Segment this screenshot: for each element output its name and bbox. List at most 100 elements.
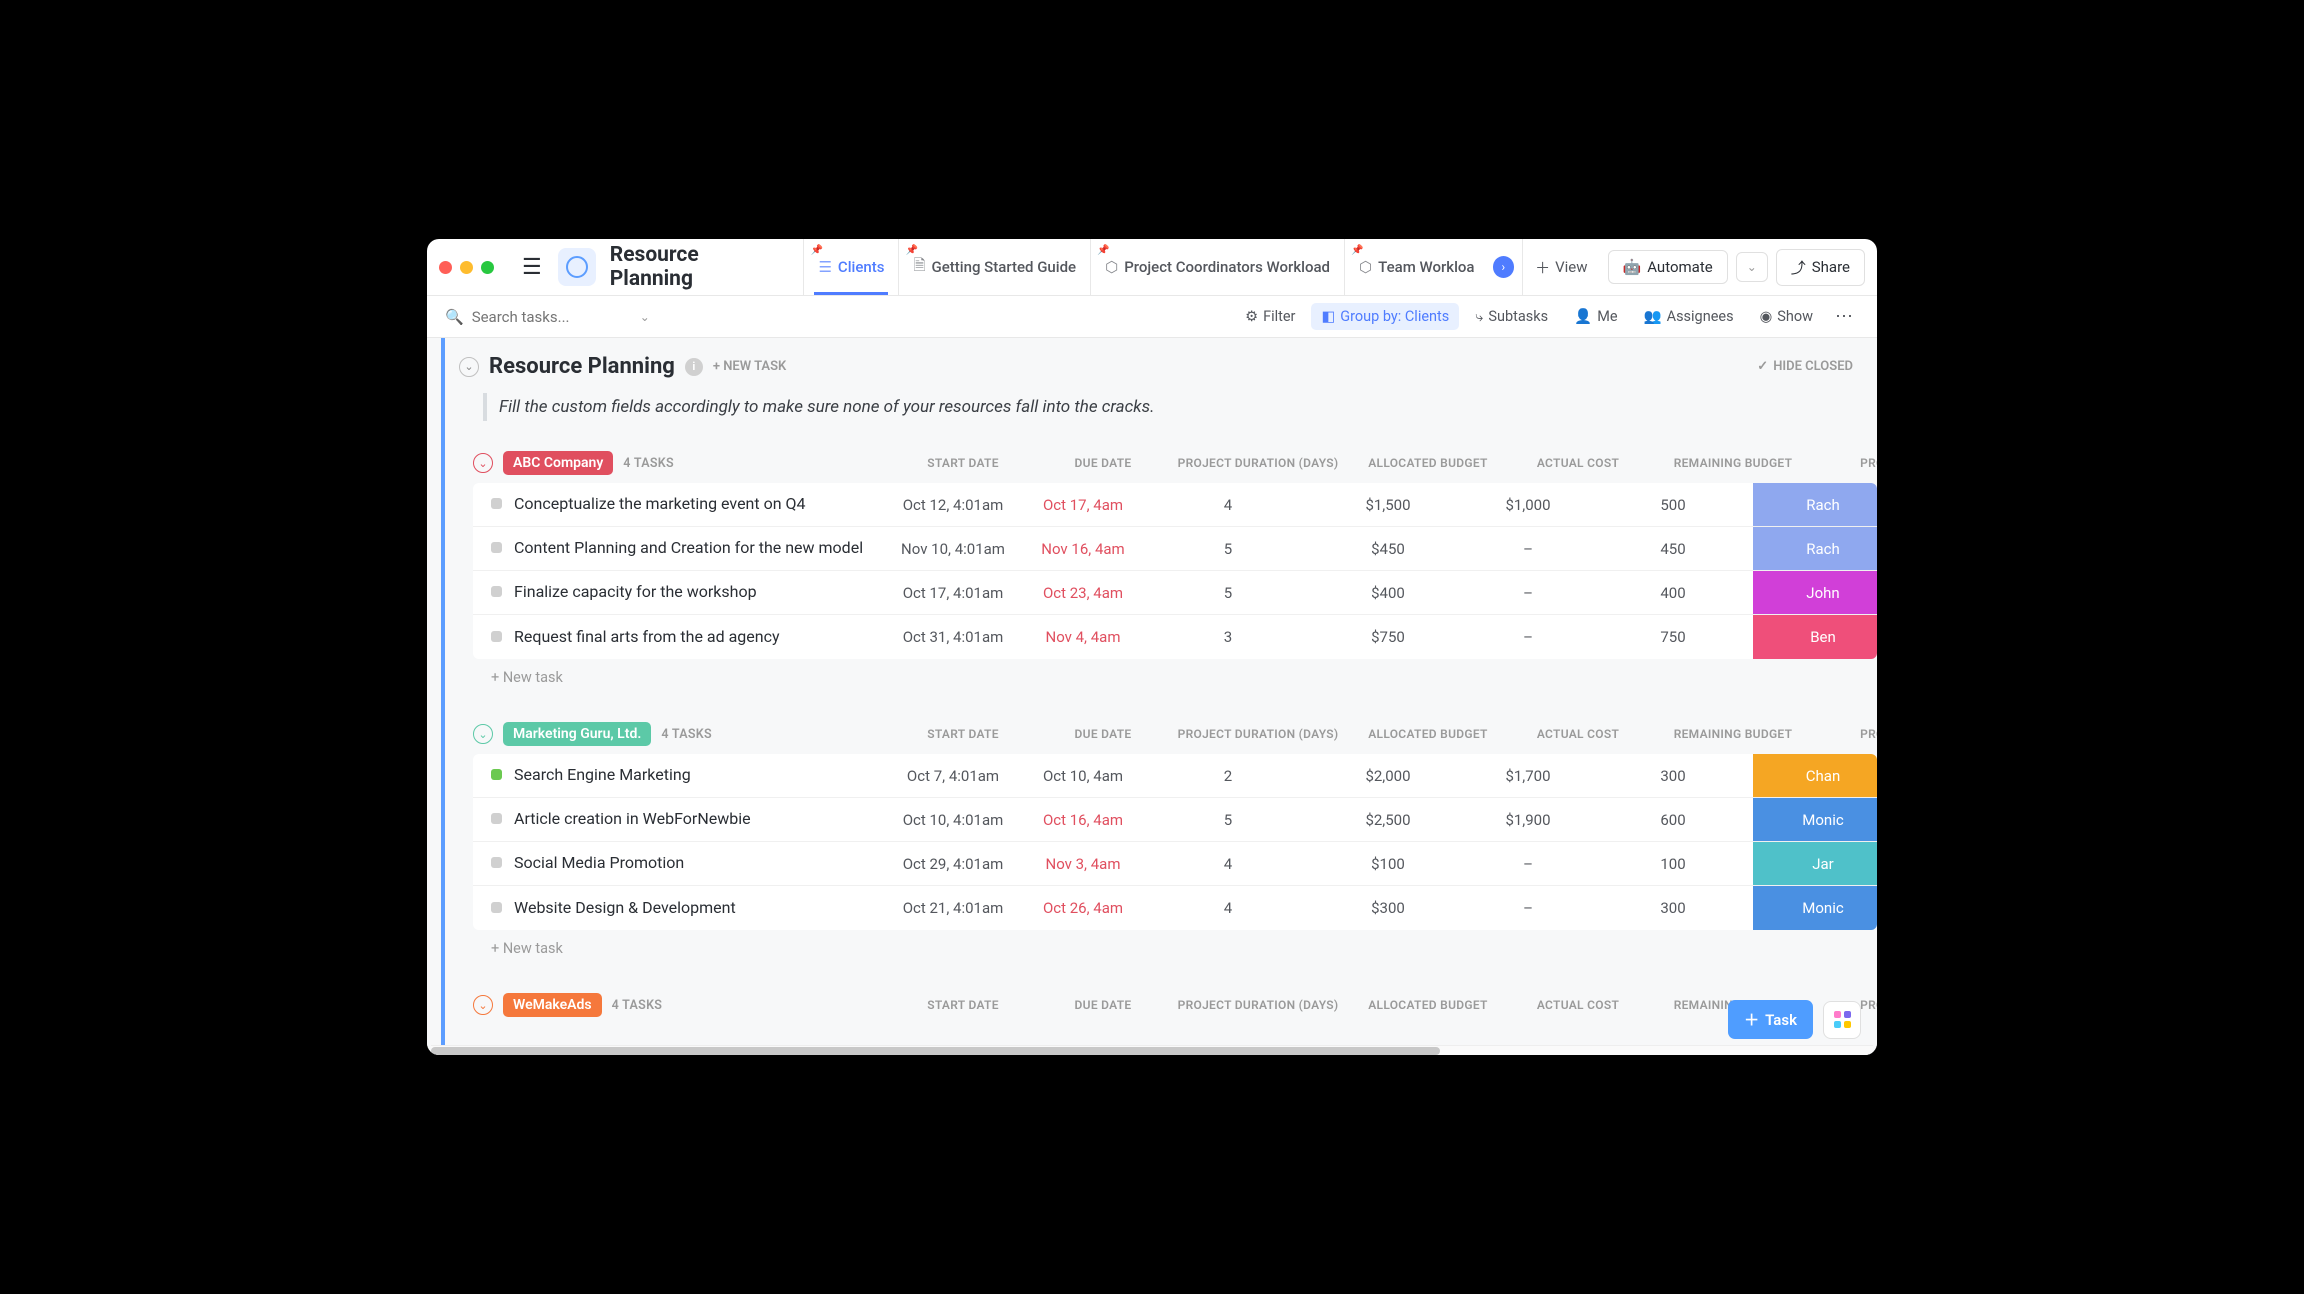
- column-header[interactable]: PROJECT DURATION (DAYS): [1173, 727, 1343, 741]
- budget-cell: $1,500: [1313, 486, 1463, 524]
- column-header[interactable]: ALLOCATED BUDGET: [1353, 998, 1503, 1012]
- app-window: ☰ Resource Planning 📌☰Clients📌🗎Getting S…: [427, 239, 1877, 1055]
- status-indicator[interactable]: [491, 631, 502, 642]
- collapse-section-button[interactable]: ⌄: [459, 357, 479, 377]
- add-task-row[interactable]: + New task: [459, 659, 1877, 696]
- share-button[interactable]: ⤴Share: [1776, 249, 1865, 286]
- app-logo[interactable]: [558, 248, 596, 286]
- show-button[interactable]: ◉Show: [1750, 303, 1823, 330]
- column-header[interactable]: PROJECT DURATION (DAYS): [1173, 998, 1343, 1012]
- create-task-fab[interactable]: ＋Task: [1728, 1000, 1813, 1039]
- column-header[interactable]: REMAINING BUDGET: [1653, 456, 1813, 470]
- group-abc-company: ⌄ ABC Company 4 TASKSSTART DATEDUE DATEP…: [459, 443, 1877, 696]
- menu-icon[interactable]: ☰: [522, 255, 542, 280]
- owner-cell[interactable]: Rach: [1753, 483, 1877, 526]
- tab-project-coordinators-workload[interactable]: 📌⬡Project Coordinators Workload: [1090, 239, 1344, 295]
- status-indicator[interactable]: [491, 769, 502, 780]
- task-row[interactable]: Website Design & Development Oct 21, 4:0…: [473, 886, 1877, 930]
- me-button[interactable]: 👤Me: [1564, 303, 1627, 330]
- column-header[interactable]: START DATE: [893, 456, 1033, 470]
- assignees-button[interactable]: 👥Assignees: [1634, 303, 1744, 330]
- info-icon[interactable]: i: [685, 358, 703, 376]
- column-header[interactable]: PROJECT DURATION (DAYS): [1173, 456, 1343, 470]
- task-row[interactable]: Conceptualize the marketing event on Q4 …: [473, 483, 1877, 527]
- more-options-button[interactable]: ⋯: [1829, 302, 1859, 331]
- task-name: Social Media Promotion: [514, 852, 684, 874]
- filter-button[interactable]: ⚙Filter: [1235, 303, 1305, 330]
- tab-team-workloa[interactable]: 📌⬡Team Workloa: [1344, 239, 1489, 295]
- close-window-button[interactable]: [439, 261, 452, 274]
- collapse-group-button[interactable]: ⌄: [473, 453, 493, 473]
- group-name-pill[interactable]: WeMakeAds: [503, 993, 602, 1017]
- task-row[interactable]: Request final arts from the ad agency Oc…: [473, 615, 1877, 659]
- add-view-button[interactable]: ＋View: [1522, 239, 1599, 295]
- start-date-cell: Oct 29, 4:01am: [883, 845, 1023, 883]
- status-indicator[interactable]: [491, 813, 502, 824]
- owner-cell[interactable]: Chan: [1753, 754, 1877, 797]
- status-indicator[interactable]: [491, 586, 502, 597]
- traffic-lights: [439, 261, 494, 274]
- tab-clients[interactable]: 📌☰Clients: [803, 239, 898, 295]
- start-date-cell: Oct 12, 4:01am: [883, 486, 1023, 524]
- duration-cell: 5: [1143, 530, 1313, 568]
- task-row[interactable]: Social Media Promotion Oct 29, 4:01am No…: [473, 842, 1877, 886]
- status-indicator[interactable]: [491, 542, 502, 553]
- scroll-tabs-right-button[interactable]: ›: [1493, 256, 1515, 278]
- minimize-window-button[interactable]: [460, 261, 473, 274]
- filter-icon: ⚙: [1245, 308, 1258, 325]
- task-row[interactable]: Search Engine Marketing Oct 7, 4:01am Oc…: [473, 754, 1877, 798]
- duration-cell: 4: [1143, 486, 1313, 524]
- column-header[interactable]: ACTUAL COST: [1513, 998, 1643, 1012]
- column-header[interactable]: DUE DATE: [1043, 998, 1163, 1012]
- hide-closed-button[interactable]: ✓HIDE CLOSED: [1757, 359, 1853, 374]
- tab-icon: ⬡: [1105, 258, 1118, 276]
- owner-cell[interactable]: John: [1753, 571, 1877, 614]
- tab-getting-started-guide[interactable]: 📌🗎Getting Started Guide: [898, 239, 1090, 295]
- column-header[interactable]: DUE DATE: [1043, 727, 1163, 741]
- task-name: Request final arts from the ad agency: [514, 626, 780, 648]
- column-header[interactable]: START DATE: [893, 998, 1033, 1012]
- titlebar: ☰ Resource Planning 📌☰Clients📌🗎Getting S…: [427, 239, 1877, 296]
- duration-cell: 5: [1143, 574, 1313, 612]
- column-header[interactable]: DUE DATE: [1043, 456, 1163, 470]
- column-header[interactable]: PROJECT O: [1823, 727, 1877, 741]
- column-header[interactable]: ACTUAL COST: [1513, 727, 1643, 741]
- new-task-button[interactable]: + NEW TASK: [713, 359, 786, 374]
- task-row[interactable]: Finalize capacity for the workshop Oct 1…: [473, 571, 1877, 615]
- group-name-pill[interactable]: Marketing Guru, Ltd.: [503, 722, 651, 746]
- task-row[interactable]: Article creation in WebForNewbie Oct 10,…: [473, 798, 1877, 842]
- owner-cell[interactable]: Ben: [1753, 615, 1877, 659]
- search-dropdown-icon[interactable]: ⌄: [640, 310, 650, 324]
- horizontal-scrollbar[interactable]: [431, 1045, 1873, 1055]
- task-name: Website Design & Development: [514, 897, 736, 919]
- search-input[interactable]: [472, 308, 632, 326]
- group-name-pill[interactable]: ABC Company: [503, 451, 613, 475]
- status-indicator[interactable]: [491, 498, 502, 509]
- maximize-window-button[interactable]: [481, 261, 494, 274]
- status-indicator[interactable]: [491, 857, 502, 868]
- column-header[interactable]: ALLOCATED BUDGET: [1353, 456, 1503, 470]
- collapse-group-button[interactable]: ⌄: [473, 995, 493, 1015]
- automate-button[interactable]: 🤖Automate: [1608, 250, 1728, 284]
- tab-icon: 🗎: [913, 255, 925, 280]
- collapse-group-button[interactable]: ⌄: [473, 724, 493, 744]
- add-task-row[interactable]: + New task: [459, 930, 1877, 967]
- subtasks-icon: ⤷: [1475, 308, 1483, 325]
- owner-cell[interactable]: Rach: [1753, 527, 1877, 570]
- column-header[interactable]: START DATE: [893, 727, 1033, 741]
- owner-cell[interactable]: Monic: [1753, 798, 1877, 841]
- status-indicator[interactable]: [491, 902, 502, 913]
- owner-cell[interactable]: Monic: [1753, 886, 1877, 930]
- owner-cell[interactable]: Jar: [1753, 842, 1877, 885]
- column-header[interactable]: REMAINING BUDGET: [1653, 727, 1813, 741]
- column-header[interactable]: PROJECT O: [1823, 456, 1877, 470]
- task-row[interactable]: Content Planning and Creation for the ne…: [473, 527, 1877, 571]
- column-header[interactable]: ALLOCATED BUDGET: [1353, 727, 1503, 741]
- column-header[interactable]: ACTUAL COST: [1513, 456, 1643, 470]
- group-by-button[interactable]: ◧Group by: Clients: [1311, 303, 1459, 330]
- automate-dropdown[interactable]: ⌄: [1736, 252, 1768, 282]
- apps-fab[interactable]: [1823, 1001, 1861, 1039]
- subtasks-button[interactable]: ⤷Subtasks: [1465, 303, 1558, 330]
- page-title: Resource Planning: [610, 243, 784, 291]
- duration-cell: 3: [1143, 618, 1313, 656]
